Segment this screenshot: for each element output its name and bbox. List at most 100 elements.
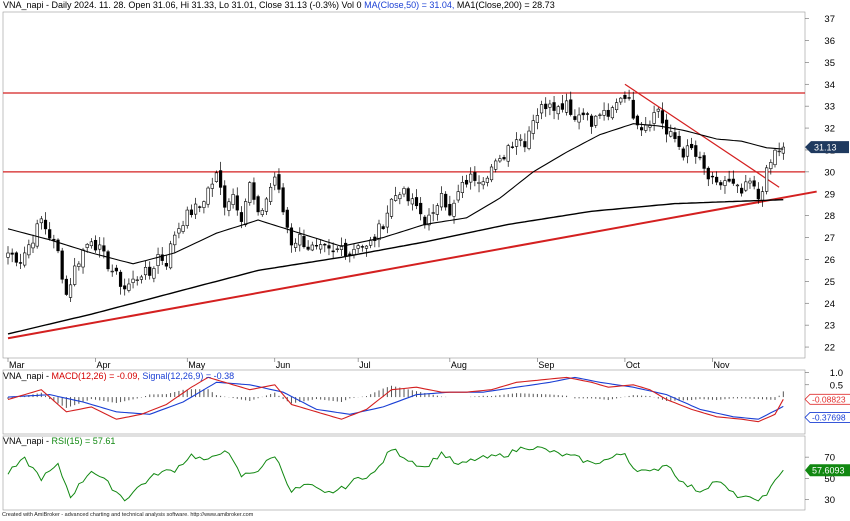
candle-body — [656, 108, 660, 112]
ma200-line — [7, 199, 784, 335]
candle-body — [81, 249, 85, 268]
candle-body — [631, 99, 635, 119]
x-axis-label: Apr — [97, 360, 111, 370]
candle-body — [23, 252, 27, 266]
candle-body — [773, 149, 777, 166]
candle-body — [198, 206, 202, 208]
candle-body — [685, 145, 690, 157]
candle-body — [435, 205, 439, 215]
candle-body — [406, 188, 410, 202]
candle-body — [385, 212, 389, 228]
candle-body — [310, 244, 314, 251]
footer-credit: Created with AmiBroker - advanced charti… — [2, 512, 254, 518]
candle-body — [494, 160, 498, 170]
price-header-text: VNA_napi - Daily 2024. 11. 28. Open 31.0… — [3, 0, 362, 10]
candle-body — [10, 252, 14, 255]
candle-body — [177, 228, 181, 234]
candle-body — [552, 102, 556, 111]
price-last-value: 31.13 — [814, 143, 837, 153]
macd-header-text: MACD(12,26) = -0.09, — [51, 371, 140, 381]
candle-body — [414, 197, 419, 207]
candle-body — [14, 252, 18, 263]
candle-body — [690, 143, 694, 149]
price-axis-label: 28 — [824, 211, 835, 222]
price-axis-label: 34 — [824, 80, 835, 91]
candle-body — [614, 102, 619, 111]
candle-body — [423, 216, 427, 226]
candle-body — [281, 187, 285, 213]
candle-body — [719, 182, 723, 186]
candle-body — [189, 209, 194, 216]
candle-body — [148, 266, 152, 276]
candle-body — [314, 245, 319, 247]
candle-body — [715, 176, 719, 183]
price-axis-label: 27 — [824, 233, 835, 244]
candle-body — [619, 97, 623, 103]
candle-body — [127, 283, 131, 291]
candle-body — [364, 245, 369, 249]
candle-body — [706, 167, 710, 180]
rsi-axis-label: 70 — [824, 453, 835, 464]
candle-body — [485, 177, 489, 183]
candle-body — [156, 254, 160, 266]
candle-body — [627, 97, 631, 99]
candle-body — [173, 234, 177, 246]
candle-body — [193, 203, 198, 215]
candle-body — [456, 191, 460, 201]
candle-body — [710, 175, 715, 178]
candle-body — [740, 187, 744, 194]
candle-body — [352, 248, 356, 256]
ma50-header-text: MA(Close,50) = 31.04, — [364, 0, 455, 10]
candle-body — [239, 212, 244, 222]
candle-body — [594, 115, 598, 126]
candle-body — [644, 124, 648, 131]
candle-body — [514, 139, 519, 147]
candle-body — [473, 172, 477, 181]
candle-body — [548, 103, 552, 108]
x-axis-label: Jul — [359, 360, 371, 370]
candle-body — [398, 194, 402, 200]
candle-body — [394, 195, 398, 201]
rsi-axis-label: 30 — [824, 495, 835, 506]
candle-body — [102, 245, 106, 252]
candle-body — [427, 214, 431, 226]
candle-body — [360, 246, 364, 248]
candle-body — [210, 183, 214, 189]
candle-body — [585, 113, 590, 115]
candle-body — [235, 195, 239, 211]
candle-body — [410, 198, 414, 205]
falling-trend-line — [624, 83, 780, 188]
candle-body — [752, 180, 756, 187]
rsi-header-text: RSI(15) = 57.61 — [51, 436, 116, 446]
candle-body — [444, 193, 448, 208]
candle-body — [231, 194, 235, 205]
candle-body — [519, 138, 523, 141]
candle-body — [510, 146, 514, 148]
candle-body — [48, 229, 52, 239]
candle-body — [727, 178, 731, 182]
candle-body — [335, 248, 339, 250]
candle-body — [152, 268, 156, 279]
candle-body — [694, 145, 698, 157]
rsi-last-value: 57.6093 — [812, 466, 845, 476]
candle-body — [93, 239, 98, 251]
candle-body — [106, 251, 110, 270]
rsi-panel-header: VNA_napi - RSI(15) = 57.61 — [3, 436, 115, 446]
candle-body — [289, 227, 294, 246]
candle-body — [143, 267, 148, 276]
candle-body — [52, 238, 56, 241]
candle-body — [185, 209, 189, 226]
candle-body — [77, 263, 81, 267]
candle-body — [635, 115, 640, 126]
price-axis-label: 22 — [824, 343, 835, 354]
candle-body — [564, 100, 569, 113]
candle-body — [319, 244, 323, 250]
candle-body — [765, 167, 769, 192]
candle-body — [560, 103, 564, 110]
macd-panel-header: VNA_napi - MACD(12,26) = -0.09, Signal(1… — [3, 371, 234, 381]
candle-body — [652, 112, 656, 124]
candle-body — [139, 276, 143, 280]
price-panel-frame — [2, 11, 806, 359]
candle-body — [27, 244, 31, 256]
